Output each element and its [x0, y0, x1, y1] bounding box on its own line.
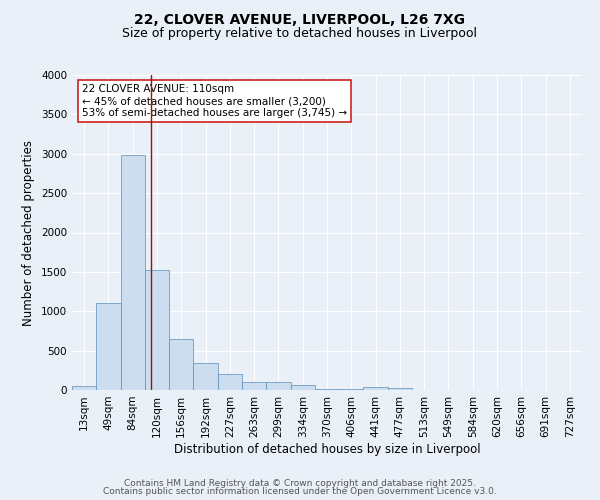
Bar [218, 374, 242, 390]
Bar [193, 363, 218, 390]
Bar [72, 386, 96, 390]
Text: Contains public sector information licensed under the Open Government Licence v3: Contains public sector information licen… [103, 487, 497, 496]
Y-axis label: Number of detached properties: Number of detached properties [22, 140, 35, 326]
Bar [96, 304, 121, 390]
Bar [145, 270, 169, 390]
Bar [121, 156, 145, 390]
X-axis label: Distribution of detached houses by size in Liverpool: Distribution of detached houses by size … [173, 442, 481, 456]
Text: Contains HM Land Registry data © Crown copyright and database right 2025.: Contains HM Land Registry data © Crown c… [124, 478, 476, 488]
Bar [339, 389, 364, 390]
Bar [290, 386, 315, 390]
Text: Size of property relative to detached houses in Liverpool: Size of property relative to detached ho… [122, 28, 478, 40]
Bar [266, 382, 290, 390]
Bar [242, 382, 266, 390]
Bar [315, 389, 339, 390]
Bar [169, 339, 193, 390]
Text: 22, CLOVER AVENUE, LIVERPOOL, L26 7XG: 22, CLOVER AVENUE, LIVERPOOL, L26 7XG [134, 12, 466, 26]
Text: 22 CLOVER AVENUE: 110sqm
← 45% of detached houses are smaller (3,200)
53% of sem: 22 CLOVER AVENUE: 110sqm ← 45% of detach… [82, 84, 347, 117]
Bar [364, 387, 388, 390]
Bar [388, 388, 412, 390]
